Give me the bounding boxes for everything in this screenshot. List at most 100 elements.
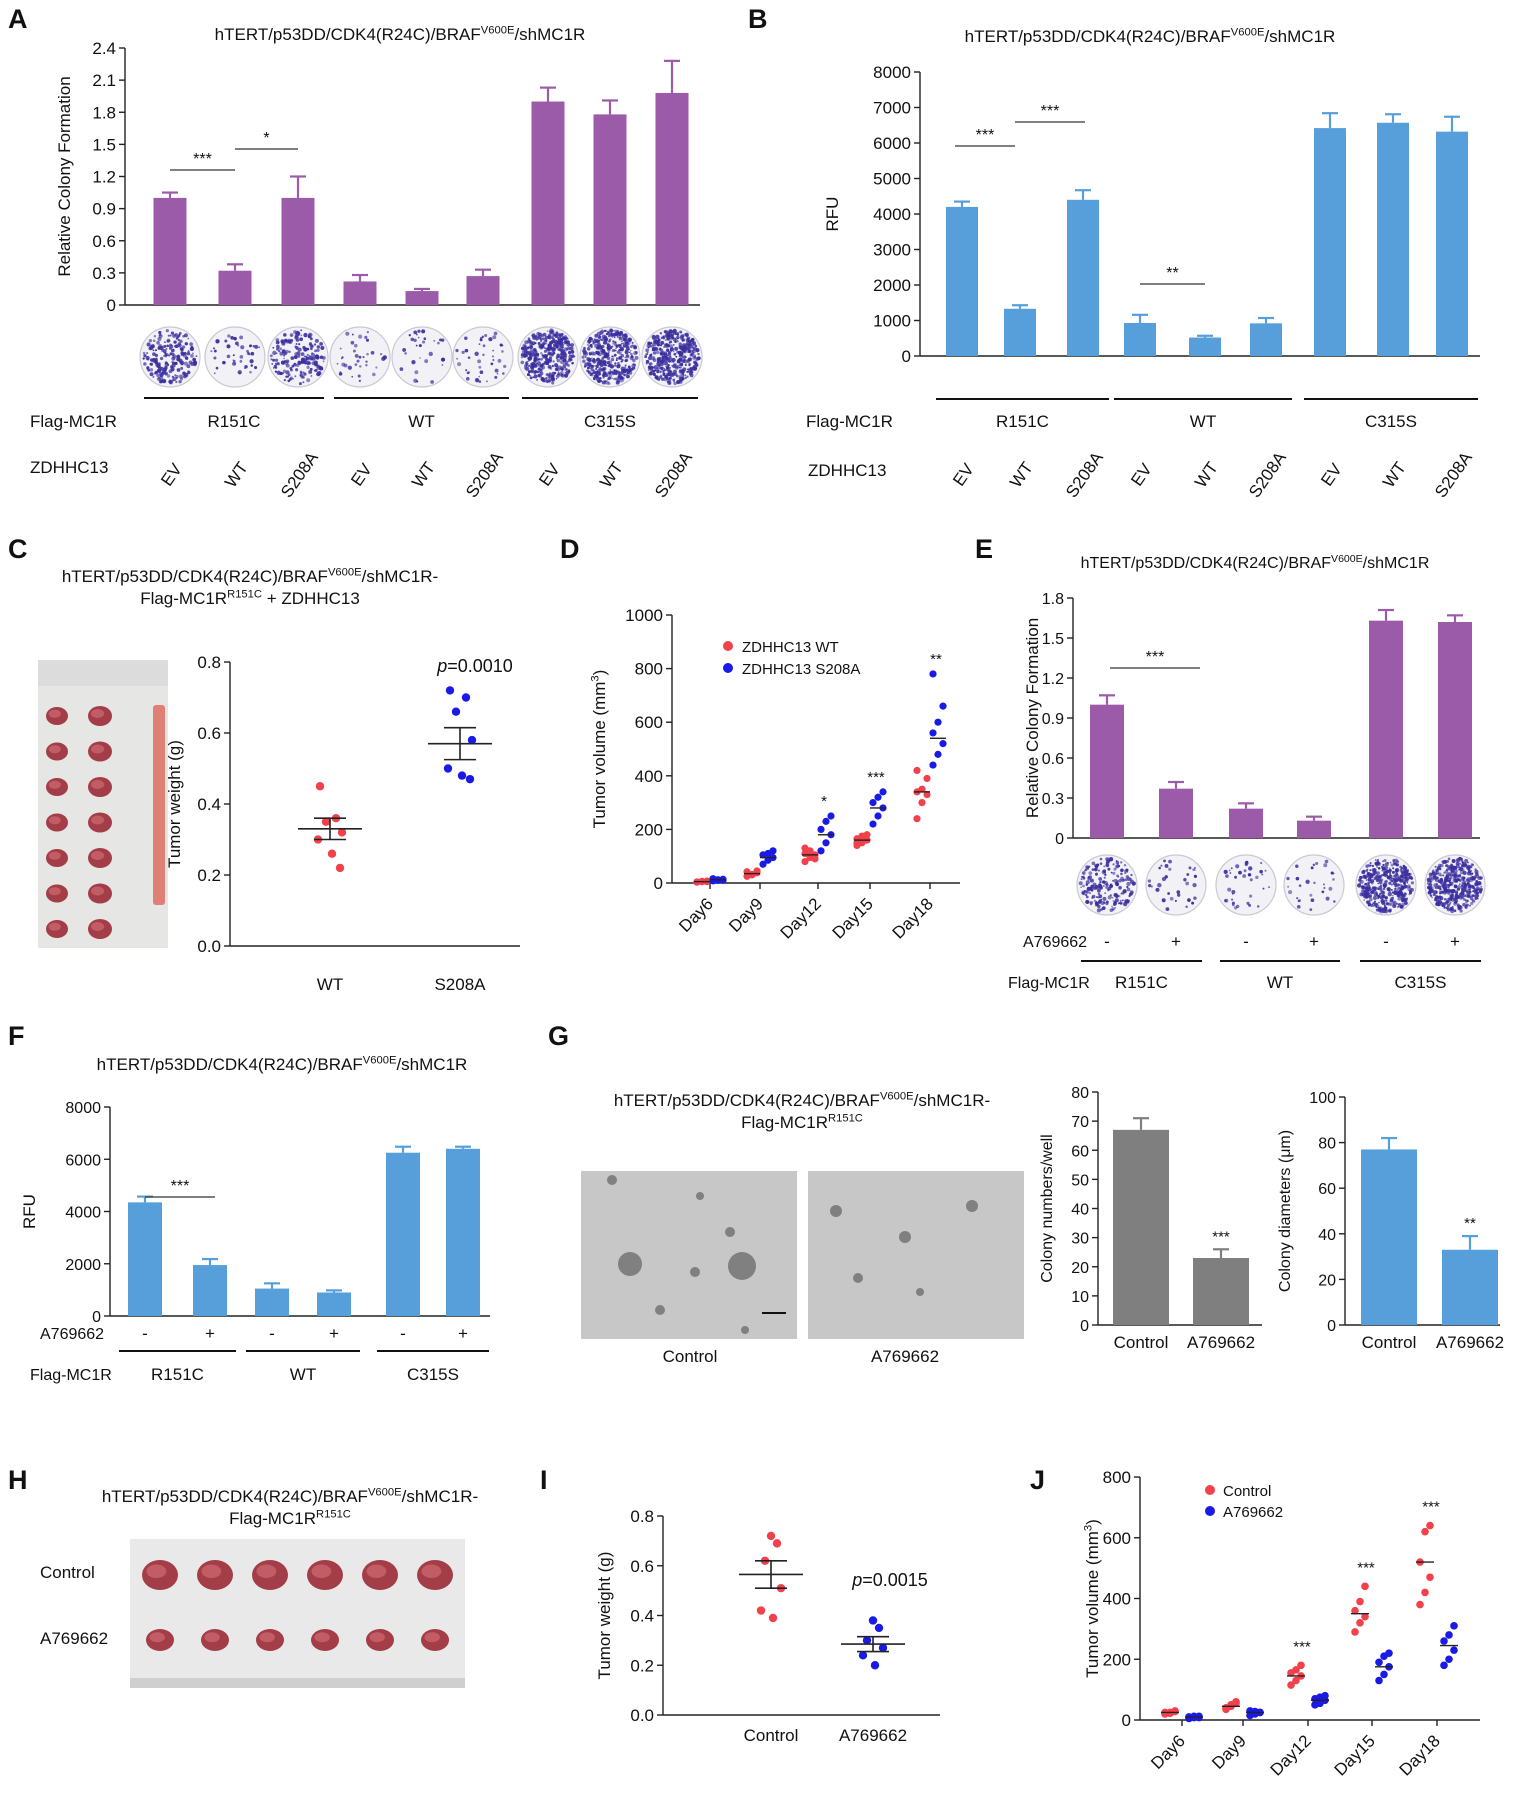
colony-dot [236,344,240,347]
significance-label: *** [1041,103,1060,120]
colony-dot [1111,905,1113,908]
colony-dot [622,334,625,337]
x-category-label: WT [1379,459,1410,492]
colony-dot [352,349,356,353]
colony-dot [158,362,161,365]
colony-dot [285,359,290,364]
colony-dot [536,353,538,355]
colony-dot [411,360,416,365]
colony-dot [502,372,505,375]
data-point [759,860,767,868]
colony-dot [423,337,427,341]
bar [1159,788,1193,838]
colony-dot [1084,893,1088,897]
colony-dot [587,340,590,343]
colony-dot [562,344,565,346]
colony-dot [1445,863,1449,868]
colony-dot [587,358,590,361]
colony-dot [1366,884,1371,889]
colony-dot [660,340,665,345]
colony-dot [1090,903,1092,906]
colony-dot [1089,887,1093,891]
panel-letter-H: H [8,1465,28,1495]
colony-dot [520,353,524,357]
colony-dot [1242,874,1247,878]
colony-dot [1114,881,1118,885]
x-category-label: Day12 [1267,1731,1315,1779]
colony-dot [1455,891,1459,895]
colony-dot [1462,902,1466,907]
colony-dot [379,352,383,356]
colony-dot [307,333,312,337]
colony-dot [1100,908,1103,911]
colony-dot [1383,904,1386,907]
colony-dot [272,366,275,369]
colony-dot [496,372,499,375]
colony-dot [1322,883,1326,886]
colony-dot [527,363,529,365]
colony-dot [173,345,177,348]
colony-dot [592,342,595,344]
colony-dot [1466,871,1471,876]
colony-dot [548,374,550,377]
colony-dot [627,375,630,378]
colony-dot [1392,867,1395,870]
colony-dot [563,340,568,345]
colony-dot [503,364,507,369]
colony-dot [660,359,665,364]
x-category-label: A769662 [1436,1333,1504,1352]
significance-label: ** [1166,265,1178,282]
colony-dot [540,376,545,382]
data-point [1375,1676,1383,1685]
colony-dot [581,348,587,354]
colony-dot [677,359,682,363]
colony-dot [1399,865,1402,869]
colony-dot [1183,878,1187,882]
colony-dot [538,374,543,378]
colony-dot [180,366,184,370]
colony-dot [157,336,162,342]
colony-dot [624,364,627,367]
colony-dot [1467,866,1471,871]
colony-dot [645,359,650,364]
text-span: /shMC1R [514,25,585,44]
y-tick-label: 400 [1103,1590,1131,1609]
colony-dot [1471,884,1474,888]
y-tick-label: 1.2 [1042,671,1064,688]
colony-dot [1464,899,1467,902]
colony-dot [1295,876,1300,881]
colony-dot [693,346,698,351]
colony-dot [353,343,358,348]
colony-dot [433,339,436,342]
colony-blob [899,1231,911,1243]
colony-dot [424,359,429,364]
colony-dot [1448,881,1451,884]
colony-dot [1157,883,1162,888]
colony-dot [660,336,664,340]
colony-dot [189,342,193,346]
data-point [1380,1670,1388,1679]
colony-dot [1112,879,1115,882]
significance-label: *** [1422,1499,1440,1516]
colony-dot [598,377,602,380]
colony-dot [338,372,343,376]
colony-dot [1359,882,1361,885]
colony-dot [659,332,663,335]
colony-dot [501,350,504,353]
colony-dot [583,346,586,350]
colony-dot [1238,870,1242,875]
colony-dot [526,346,530,349]
colony-dot [1403,877,1405,880]
data-point [457,771,467,780]
colony-dot [668,329,673,334]
colony-dot [691,346,694,349]
colony-dot [669,372,674,377]
colony-dot [1126,885,1129,889]
bar [193,1265,227,1316]
colony-dot [316,345,320,349]
colony-dot [1102,896,1107,901]
colony-dot [1259,869,1263,874]
colony-dot [240,345,245,350]
significance-label: ** [930,651,942,668]
colony-dot [1111,896,1114,899]
